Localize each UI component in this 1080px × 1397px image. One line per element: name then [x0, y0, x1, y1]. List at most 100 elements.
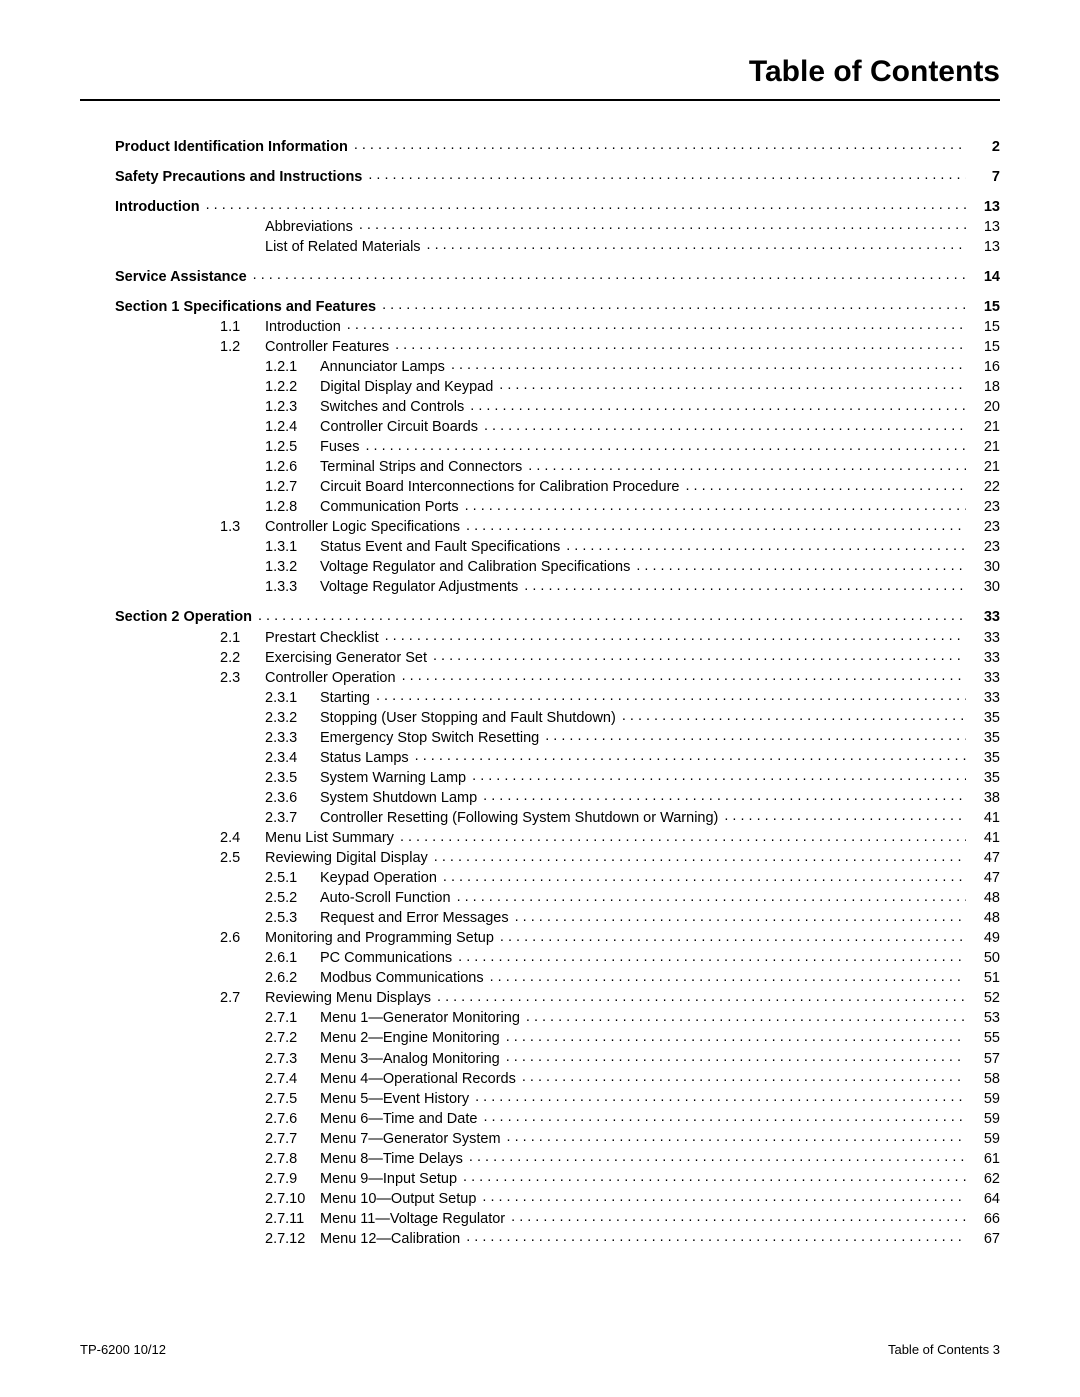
toc-entry-number: 2.7 — [220, 989, 265, 1008]
toc-entry: 2.2Exercising Generator Set33 — [115, 647, 1000, 667]
toc-entry-page: 52 — [970, 989, 1000, 1008]
toc-entry: 1.3.2Voltage Regulator and Calibration S… — [115, 557, 1000, 577]
toc-leader — [368, 166, 966, 181]
toc-entry: 2.5.2Auto-Scroll Function48 — [115, 888, 1000, 908]
toc-entry-text: Circuit Board Interconnections for Calib… — [320, 478, 679, 497]
toc-leader — [400, 828, 966, 843]
toc-entry: 2.7.10Menu 10—Output Setup64 — [115, 1188, 1000, 1208]
toc-entry-text: Product Identification Information — [115, 138, 348, 157]
toc-entry-page: 21 — [970, 418, 1000, 437]
toc-leader — [528, 457, 966, 472]
toc-leader — [511, 1208, 966, 1223]
toc-entry-number: 2.3.6 — [265, 789, 320, 808]
toc-entry-page: 47 — [970, 849, 1000, 868]
toc-entry-number: 2.2 — [220, 649, 265, 668]
toc-entry-number: 2.3.3 — [265, 729, 320, 748]
toc-entry-number: 2.5.3 — [265, 909, 320, 928]
toc-entry-number: 2.7.7 — [265, 1130, 320, 1149]
toc-entry-text: System Warning Lamp — [320, 769, 466, 788]
toc-entry-text: Menu 2—Engine Monitoring — [320, 1029, 500, 1048]
toc-leader — [470, 397, 966, 412]
toc-entry: Introduction13 — [115, 196, 1000, 216]
toc-entry-text: Prestart Checklist — [265, 629, 379, 648]
toc-entry: 1.2Controller Features15 — [115, 336, 1000, 356]
toc-leader — [499, 376, 966, 391]
toc-entry-page: 57 — [970, 1050, 1000, 1069]
toc-entry-page: 13 — [970, 198, 1000, 217]
toc-entry-number: 2.7.2 — [265, 1029, 320, 1048]
toc-entry-text: Monitoring and Programming Setup — [265, 929, 494, 948]
toc-entry-text: Terminal Strips and Connectors — [320, 458, 522, 477]
toc-entry-number: 1.2.2 — [265, 378, 320, 397]
toc-entry: 2.3.6System Shutdown Lamp38 — [115, 787, 1000, 807]
toc-entry-text: Safety Precautions and Instructions — [115, 168, 362, 187]
toc-entry-number: 1.2.8 — [265, 498, 320, 517]
toc-entry-page: 7 — [970, 168, 1000, 187]
toc-leader — [433, 647, 966, 662]
toc-entry-number: 2.4 — [220, 829, 265, 848]
toc-leader — [515, 908, 966, 923]
toc-entry-page: 16 — [970, 358, 1000, 377]
toc-leader — [443, 868, 966, 883]
toc-entry-number: 2.7.11 — [265, 1210, 320, 1229]
toc-entry: 2.6Monitoring and Programming Setup49 — [115, 928, 1000, 948]
toc-entry-text: Menu 1—Generator Monitoring — [320, 1009, 520, 1028]
toc-leader — [724, 807, 966, 822]
toc-leader — [483, 787, 966, 802]
toc-entry-number: 2.3.2 — [265, 709, 320, 728]
toc-entry: 2.3.3Emergency Stop Switch Resetting35 — [115, 727, 1000, 747]
toc-entry-number: 1.3.2 — [265, 558, 320, 577]
toc-entry-number: 1.2.1 — [265, 358, 320, 377]
toc-entry-text: System Shutdown Lamp — [320, 789, 477, 808]
toc-entry-text: Menu 11—Voltage Regulator — [320, 1210, 505, 1229]
toc-entry-number: 2.5.2 — [265, 889, 320, 908]
toc-entry-page: 50 — [970, 949, 1000, 968]
toc-leader — [457, 888, 966, 903]
toc-entry-text: Switches and Controls — [320, 398, 464, 417]
toc-entry: 1.2.4Controller Circuit Boards21 — [115, 417, 1000, 437]
toc-entry-page: 59 — [970, 1090, 1000, 1109]
toc-entry-number: 2.7.3 — [265, 1050, 320, 1069]
toc-leader — [402, 667, 966, 682]
toc-entry: 1.3Controller Logic Specifications23 — [115, 517, 1000, 537]
toc-entry-page: 21 — [970, 458, 1000, 477]
toc-entry-number: 2.6.2 — [265, 969, 320, 988]
toc-entry-page: 35 — [970, 769, 1000, 788]
toc-entry-page: 33 — [970, 669, 1000, 688]
toc-entry: 2.1Prestart Checklist33 — [115, 627, 1000, 647]
toc-leader — [472, 767, 966, 782]
toc-entry-text: Controller Features — [265, 338, 389, 357]
toc-leader — [376, 687, 966, 702]
toc-entry-text: Controller Resetting (Following System S… — [320, 809, 718, 828]
toc-entry-page: 35 — [970, 749, 1000, 768]
toc-entry-page: 15 — [970, 338, 1000, 357]
toc-entry: 1.2.2Digital Display and Keypad18 — [115, 376, 1000, 396]
toc-entry-number: 1.2.4 — [265, 418, 320, 437]
toc-entry-page: 59 — [970, 1130, 1000, 1149]
toc-leader — [415, 747, 966, 762]
toc-entry-page: 30 — [970, 578, 1000, 597]
toc-leader — [475, 1088, 966, 1103]
toc-entry: 1.2.7Circuit Board Interconnections for … — [115, 477, 1000, 497]
toc-entry-page: 33 — [970, 629, 1000, 648]
toc-entry-text: Reviewing Digital Display — [265, 849, 428, 868]
toc-entry: 2.3.1Starting33 — [115, 687, 1000, 707]
toc-entry-page: 30 — [970, 558, 1000, 577]
toc-entry-page: 15 — [970, 318, 1000, 337]
toc-entry-number: 2.3.1 — [265, 689, 320, 708]
toc-entry-page: 48 — [970, 889, 1000, 908]
toc-entry-text: Controller Operation — [265, 669, 396, 688]
toc-entry: 2.3.2Stopping (User Stopping and Fault S… — [115, 707, 1000, 727]
toc-entry-number: 2.3 — [220, 669, 265, 688]
toc-entry-page: 51 — [970, 969, 1000, 988]
toc-entry-text: Request and Error Messages — [320, 909, 509, 928]
toc-entry-page: 33 — [970, 649, 1000, 668]
toc-entry-text: Annunciator Lamps — [320, 358, 445, 377]
page-footer: TP-6200 10/12 Table of Contents 3 — [80, 1342, 1000, 1357]
toc-entry: Safety Precautions and Instructions 7 — [115, 166, 1000, 186]
toc-leader — [483, 1108, 966, 1123]
toc-entry-text: Section 2 Operation — [115, 608, 252, 627]
toc-entry: Section 1 Specifications and Features15 — [115, 296, 1000, 316]
toc-entry-text: Controller Logic Specifications — [265, 518, 460, 537]
toc-entry-page: 23 — [970, 538, 1000, 557]
